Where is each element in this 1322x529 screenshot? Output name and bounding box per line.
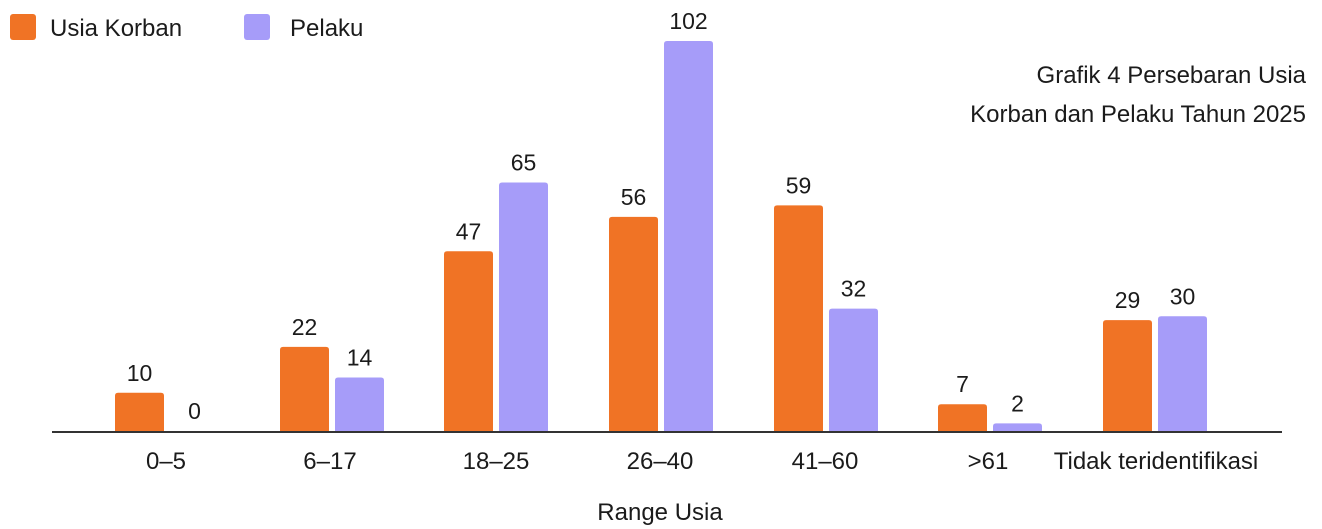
legend-label: Usia Korban	[50, 15, 182, 42]
data-label: 47	[456, 218, 482, 244]
data-labels: 10 0 22 14 47 65 56 102 59 32 7 2 29 30	[127, 8, 1196, 424]
bar-usia-korban	[444, 251, 493, 431]
x-axis-label: Range Usia	[597, 499, 723, 526]
data-label: 56	[621, 184, 647, 210]
legend-swatch	[244, 14, 270, 40]
data-label: 2	[1011, 390, 1024, 416]
bar-usia-korban	[1103, 320, 1152, 431]
data-label: 59	[786, 172, 812, 198]
data-label: 29	[1115, 287, 1141, 313]
chart-title-line-1: Grafik 4 Persebaran Usia	[1037, 62, 1307, 89]
data-label: 30	[1170, 283, 1196, 309]
data-label: 0	[188, 398, 201, 424]
bar-usia-korban	[774, 205, 823, 431]
x-tick-label: 6–17	[303, 448, 356, 475]
data-label: 14	[347, 344, 373, 370]
x-tick-label: Tidak teridentifikasi	[1054, 448, 1259, 475]
data-label: 10	[127, 360, 153, 386]
bar-pelaku	[335, 377, 384, 431]
data-label: 7	[956, 371, 969, 397]
legend: Usia Korban Pelaku	[10, 14, 363, 42]
x-tick-labels: 0–5 6–17 18–25 26–40 41–60 >61 Tidak teridenti…	[146, 448, 1258, 475]
data-label: 102	[669, 8, 707, 34]
bar-pelaku	[499, 182, 548, 431]
chart-title-line-2: Korban dan Pelaku Tahun 2025	[970, 101, 1306, 128]
bars	[115, 41, 1207, 431]
bar-pelaku	[829, 308, 878, 431]
x-tick-label: 41–60	[792, 448, 859, 475]
legend-swatch	[10, 14, 36, 40]
bar-usia-korban	[280, 346, 329, 431]
bar-usia-korban	[938, 404, 987, 431]
x-tick-label: 18–25	[463, 448, 530, 475]
bar-pelaku	[664, 41, 713, 431]
bar-pelaku	[993, 423, 1042, 431]
data-label: 22	[292, 314, 318, 340]
x-tick-label: 26–40	[627, 448, 694, 475]
chart-title: Grafik 4 Persebaran Usia Korban dan Pela…	[970, 62, 1306, 128]
data-label: 65	[511, 149, 537, 175]
x-tick-label: >61	[968, 448, 1009, 475]
legend-label: Pelaku	[290, 15, 363, 42]
bar-pelaku	[1158, 316, 1207, 431]
bar-usia-korban	[115, 392, 164, 431]
data-label: 32	[841, 276, 867, 302]
bar-usia-korban	[609, 216, 658, 431]
x-tick-label: 0–5	[146, 448, 186, 475]
